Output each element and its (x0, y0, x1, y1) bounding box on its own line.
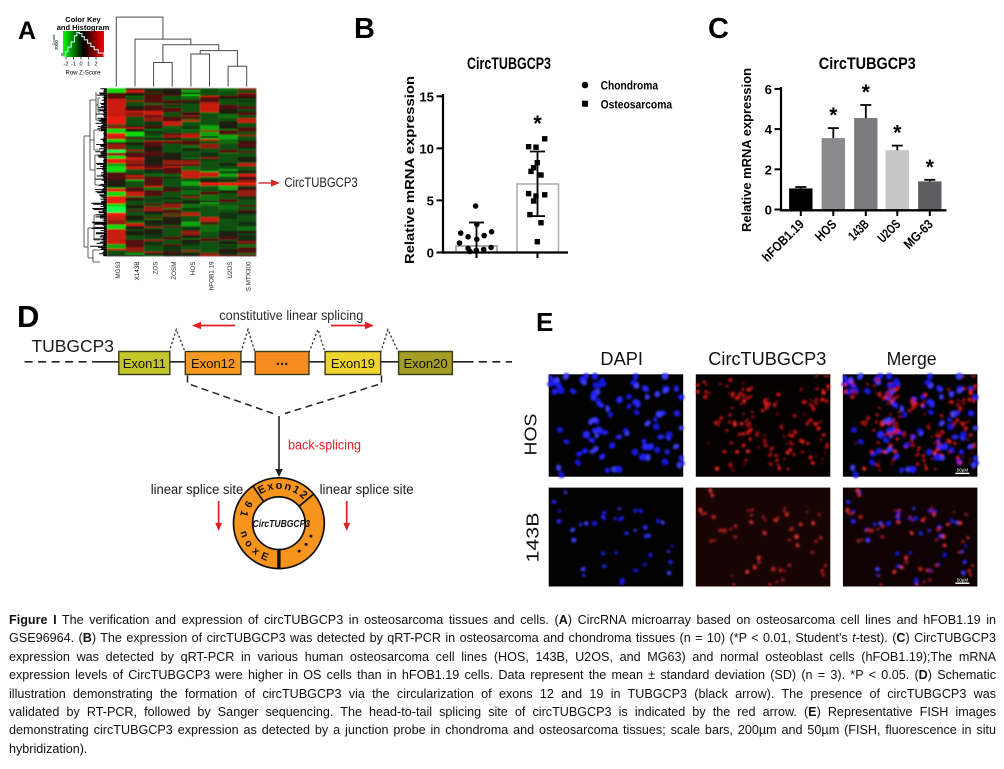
svg-text:Exon11: Exon11 (123, 356, 166, 371)
svg-text:-2: -2 (64, 62, 69, 68)
svg-text:HOS: HOS (812, 216, 840, 244)
svg-text:*: * (926, 156, 935, 179)
svg-text:CircTUBGCP3: CircTUBGCP3 (467, 55, 551, 73)
svg-text:Osteosarcoma: Osteosarcoma (601, 98, 673, 112)
svg-text:n: n (237, 529, 250, 539)
svg-text:U2OS: U2OS (874, 216, 903, 245)
svg-text:*: * (829, 104, 838, 127)
svg-text:CircTUBGCP3: CircTUBGCP3 (819, 55, 916, 73)
svg-text:10: 10 (419, 141, 434, 156)
svg-text:CircTUBGCP3: CircTUBGCP3 (253, 519, 311, 530)
svg-text:HOS: HOS (190, 262, 197, 276)
svg-text:ZOSM: ZOSM (171, 262, 178, 280)
svg-text:linear splice site: linear splice site (151, 482, 244, 497)
svg-text:Merge: Merge (887, 349, 937, 369)
svg-text:Relative mRNA expression: Relative mRNA expression (739, 68, 754, 232)
svg-text:E: E (259, 550, 270, 564)
svg-text:15: 15 (419, 89, 434, 104)
svg-text:*: * (533, 111, 542, 136)
svg-text:0: 0 (79, 62, 82, 68)
svg-text:hFOB1.19: hFOB1.19 (208, 261, 215, 290)
svg-text:x: x (266, 480, 276, 493)
svg-text:1: 1 (237, 509, 250, 518)
svg-text:S.MTX300: S.MTX300 (246, 261, 253, 291)
svg-text:Exon19: Exon19 (331, 356, 375, 371)
svg-text:2: 2 (94, 62, 97, 68)
svg-text:*: * (893, 122, 902, 145)
svg-text:E: E (256, 483, 268, 497)
svg-text:143B: 143B (523, 513, 543, 563)
svg-text:CircTUBGCP3: CircTUBGCP3 (284, 175, 357, 190)
svg-text:Exon20: Exon20 (403, 356, 447, 371)
svg-text:Exon12: Exon12 (191, 356, 235, 371)
svg-text:1: 1 (87, 62, 90, 68)
svg-text:Count: Count (51, 34, 56, 46)
svg-text:TUBGCP3: TUBGCP3 (32, 336, 115, 356)
svg-text:MG-63: MG-63 (901, 217, 936, 252)
svg-text:50µM: 50µM (957, 578, 969, 583)
svg-text:back-splicing: back-splicing (288, 438, 361, 453)
svg-text:hFOB1.19: hFOB1.19 (759, 217, 807, 265)
svg-text:4: 4 (765, 122, 773, 137)
svg-text:3000: 3000 (54, 39, 59, 50)
svg-text:50µM: 50µM (957, 468, 969, 473)
svg-text:6: 6 (765, 82, 772, 97)
svg-text:X143B: X143B (134, 262, 141, 281)
svg-text:2: 2 (765, 162, 772, 177)
svg-text:-1: -1 (71, 62, 76, 68)
svg-text:1: 1 (291, 483, 302, 496)
svg-text:0: 0 (61, 52, 64, 57)
svg-text:Chondroma: Chondroma (601, 79, 659, 93)
svg-text:DAPI: DAPI (600, 349, 643, 369)
svg-text:HOS: HOS (521, 414, 541, 456)
svg-text:5: 5 (427, 193, 434, 208)
svg-text:constitutive linear splicing: constitutive linear splicing (219, 308, 363, 323)
svg-text:143B: 143B (845, 217, 872, 244)
svg-text:Relative mRNA expression: Relative mRNA expression (402, 76, 417, 264)
svg-text:MG63: MG63 (115, 261, 122, 279)
svg-text:ZOS: ZOS (152, 262, 159, 275)
svg-text:and Histogram: and Histogram (57, 23, 110, 32)
svg-text:o: o (276, 480, 283, 492)
svg-text:n: n (283, 480, 293, 493)
svg-text:0: 0 (765, 203, 772, 218)
svg-text:linear splice site: linear splice site (320, 482, 414, 497)
svg-text:...: ... (276, 352, 289, 369)
svg-text:Color Key: Color Key (65, 15, 101, 24)
svg-text:CircTUBGCP3: CircTUBGCP3 (708, 349, 826, 369)
svg-text:U2OS: U2OS (227, 262, 234, 279)
svg-text:0: 0 (427, 246, 434, 261)
svg-text:*: * (862, 81, 871, 104)
svg-text:Row Z-Score: Row Z-Score (65, 71, 101, 77)
svg-text:9: 9 (241, 498, 254, 509)
